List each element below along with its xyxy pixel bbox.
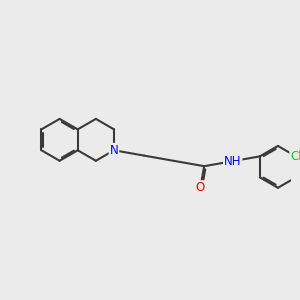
Text: NH: NH [224,155,242,168]
Text: Cl: Cl [290,150,300,163]
Text: O: O [196,181,205,194]
Text: N: N [110,144,118,157]
